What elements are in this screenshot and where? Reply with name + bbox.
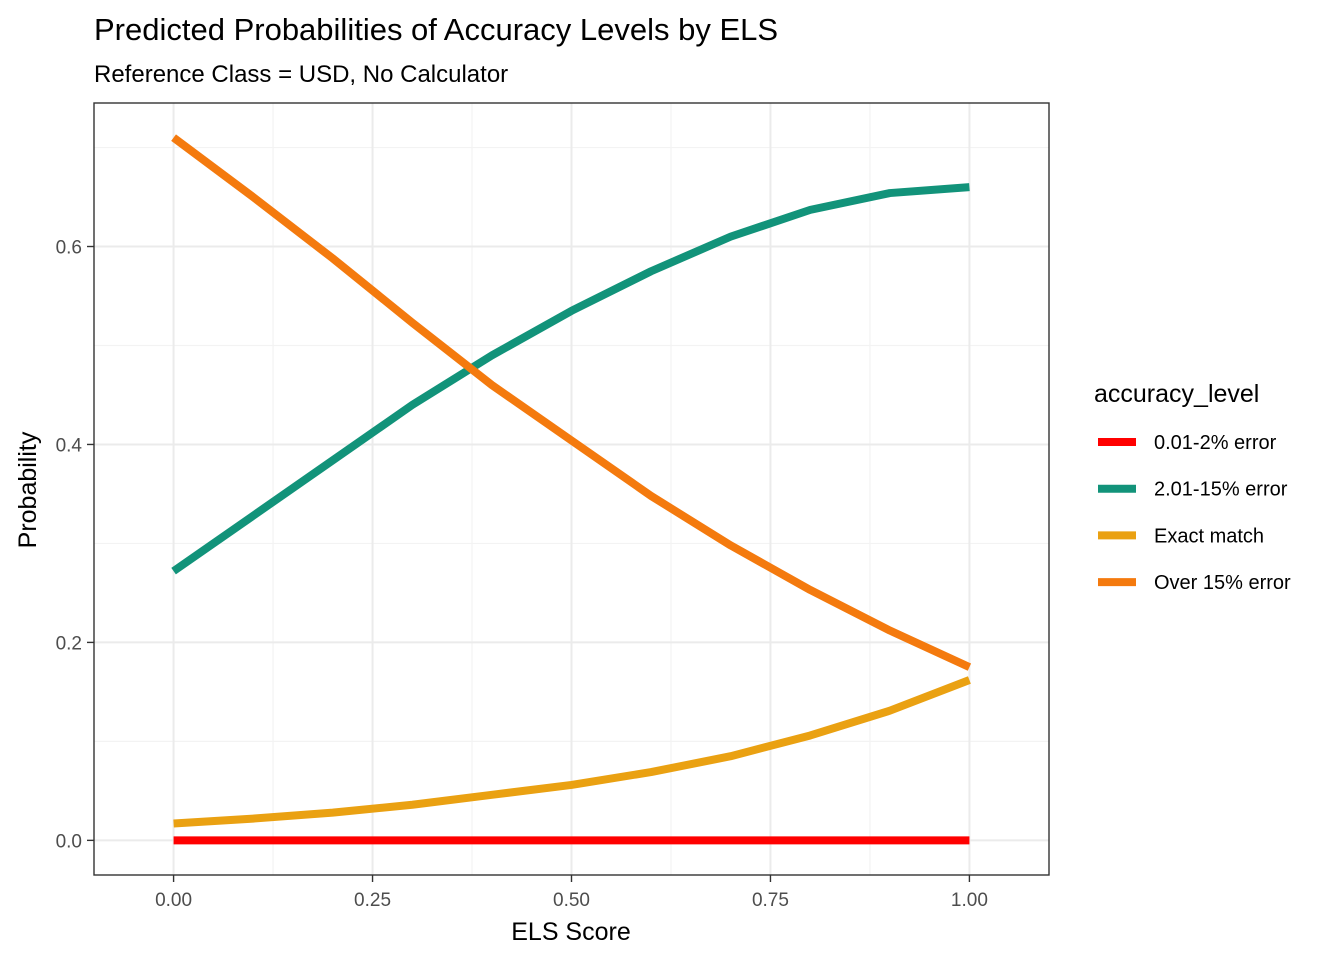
series-line-4: [171, 134, 972, 671]
x-axis: 0.00 0.25 0.50 0.75 1.00: [155, 875, 988, 911]
series-line-2: [171, 183, 970, 575]
x-axis-title: ELS Score: [511, 918, 631, 946]
x-tick-label: 0.00: [155, 890, 192, 911]
legend-label-1: 0.01-2% error: [1154, 432, 1277, 454]
legend-label-2: 2.01-15% error: [1154, 479, 1288, 501]
series-line-3: [173, 676, 971, 828]
legend-label-3: Exact match: [1154, 525, 1264, 547]
chart-title: Predicted Probabilities of Accuracy Leve…: [94, 12, 778, 47]
x-tick-label: 0.25: [354, 890, 391, 911]
chart-subtitle: Reference Class = USD, No Calculator: [94, 61, 508, 88]
y-axis-title: Probability: [14, 431, 42, 548]
y-tick-label: 0.6: [56, 238, 82, 259]
y-tick-label: 0.0: [56, 831, 82, 852]
legend-label-4: Over 15% error: [1154, 572, 1291, 594]
y-tick-label: 0.2: [56, 633, 82, 654]
legend-title: accuracy_level: [1094, 380, 1259, 408]
y-axis: 0.0 0.2 0.4 0.6: [56, 238, 94, 852]
x-tick-label: 0.75: [752, 890, 789, 911]
grid: [94, 103, 1049, 875]
series-lines: [171, 134, 972, 845]
x-tick-label: 1.00: [951, 890, 988, 911]
legend: accuracy_level 0.01-2% error 2.01-15% err…: [1094, 380, 1291, 594]
y-tick-label: 0.4: [56, 435, 83, 456]
x-tick-label: 0.50: [553, 890, 590, 911]
